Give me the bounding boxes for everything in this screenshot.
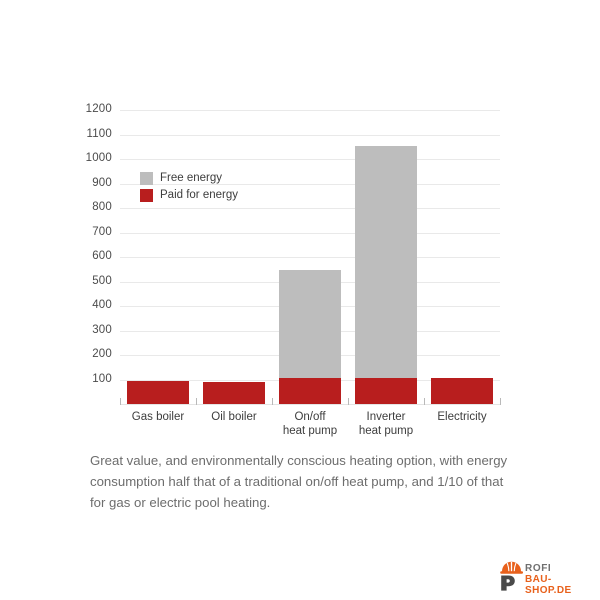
bar-on-off-heat-pump (279, 270, 341, 404)
x-axis-tick (500, 398, 501, 405)
y-tick-label: 1000 (85, 152, 112, 164)
x-tick-label-line: On/off (294, 411, 326, 423)
x-tick-label: Gas boiler (120, 410, 196, 424)
x-axis: Gas boiler Oil boiler On/off heat pump Inver… (120, 410, 500, 446)
x-axis-tick (272, 398, 273, 405)
y-axis: 1200 1100 1000 900 800 700 600 500 400 300 200 100 (66, 103, 112, 404)
chart-legend: Free energy Paid for energy (140, 171, 270, 205)
gridline (120, 208, 500, 209)
profi-bau-shop-logo[interactable]: ROFI BAU-SHOP.DE (498, 558, 594, 596)
x-axis-tick (196, 398, 197, 405)
x-tick-label: Electricity (424, 410, 500, 424)
gridline (120, 110, 500, 111)
x-tick-label: Inverter heat pump (348, 410, 424, 438)
x-tick-label-line: Oil boiler (211, 411, 257, 423)
bar-segment-paid-energy (127, 380, 189, 404)
y-tick-label: 600 (92, 250, 112, 262)
x-tick-label-line: Gas boiler (131, 411, 185, 423)
y-tick-label: 500 (92, 274, 112, 287)
plot-area (120, 110, 500, 404)
y-tick-label: 900 (92, 176, 112, 189)
y-tick-label: 1200 (85, 103, 112, 115)
bar-segment-paid-energy (355, 378, 417, 404)
gridline (120, 134, 500, 136)
x-axis-tick (348, 398, 349, 405)
hard-hat-logo-icon (500, 561, 523, 591)
x-tick-label-line: heat pump (282, 425, 338, 437)
x-tick-label: On/off heat pump (272, 410, 348, 438)
bar-segment-paid-energy (431, 378, 493, 404)
legend-item: Paid for energy (140, 188, 270, 203)
bar-gas-boiler (127, 380, 189, 404)
bar-inverter-heat-pump (355, 145, 417, 404)
x-axis-tick (120, 398, 121, 405)
legend-label: Paid for energy (160, 188, 238, 201)
y-tick-label: 300 (92, 323, 112, 336)
y-tick-label: 1100 (86, 127, 112, 140)
y-tick-label: 700 (92, 225, 112, 238)
gridline (120, 159, 500, 160)
x-axis-tick (424, 398, 425, 405)
bar-oil-boiler (203, 381, 265, 404)
x-tick-label-line: Inverter (366, 411, 406, 423)
gridline (120, 183, 500, 185)
gridline (120, 232, 500, 234)
legend-item: Free energy (140, 171, 270, 186)
bar-segment-paid-energy (279, 378, 341, 404)
x-tick-label-line: heat pump (358, 425, 414, 437)
bar-segment-free-energy (355, 145, 417, 379)
x-axis-baseline (120, 404, 500, 405)
bar-segment-paid-energy (203, 381, 265, 404)
y-tick-label: 800 (92, 201, 112, 213)
x-tick-label: Oil boiler (196, 410, 272, 424)
legend-swatch (140, 172, 153, 185)
y-tick-label: 400 (92, 299, 112, 311)
y-tick-label: 100 (92, 372, 112, 385)
gridline (120, 257, 500, 258)
logo-line-2: BAU-SHOP.DE (525, 574, 572, 596)
legend-label: Free energy (160, 171, 223, 184)
logo-line-1: ROFI (525, 563, 552, 574)
logo-wordmark: ROFI BAU-SHOP.DE (525, 563, 594, 596)
y-tick-label: 200 (92, 348, 112, 360)
legend-swatch (140, 189, 153, 202)
chart-caption: Great value, and environmentally conscio… (90, 453, 508, 510)
bar-segment-free-energy (279, 270, 341, 379)
bar-electricity (431, 378, 493, 404)
x-tick-label-line: Electricity (437, 411, 487, 423)
